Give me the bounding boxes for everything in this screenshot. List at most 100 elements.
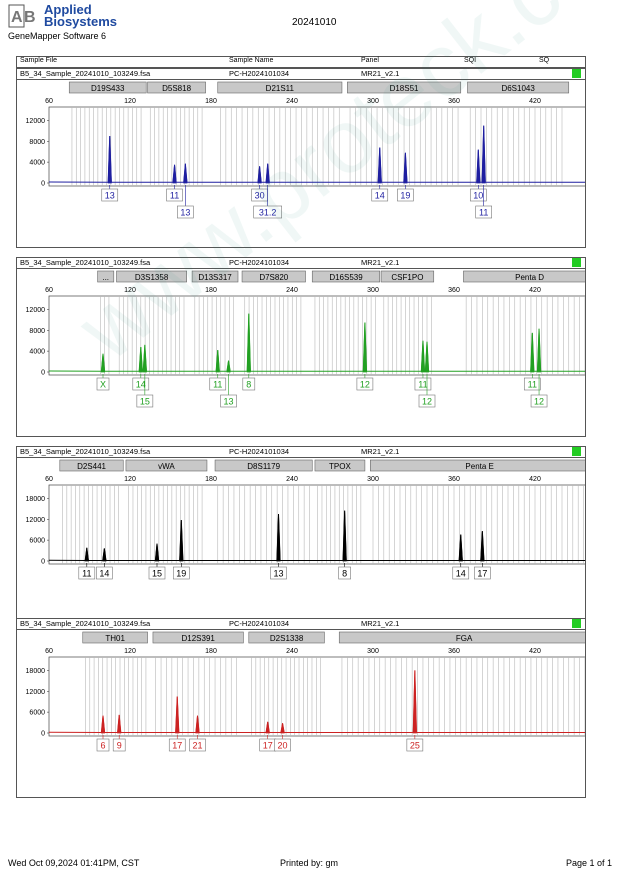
svg-text:13: 13	[224, 397, 234, 407]
panel-sample-name: PC-H2024101034	[229, 619, 290, 628]
panel-sample-file: B5_34_Sample_20241010_103249.fsa	[20, 69, 151, 78]
allele-call: 6	[96, 735, 110, 752]
panel-info-row: B5_34_Sample_20241010_103249.fsa PC-H2024…	[17, 619, 585, 630]
y-tick-label: 12000	[26, 118, 46, 125]
svg-text:D21S11: D21S11	[266, 84, 295, 93]
peak	[183, 163, 188, 184]
svg-text:17: 17	[477, 569, 487, 579]
allele-call: 13	[177, 185, 194, 219]
svg-text:B: B	[24, 9, 36, 26]
allele-call: 11	[523, 374, 541, 391]
allele-call: 11	[414, 374, 432, 391]
svg-text:20: 20	[278, 741, 288, 751]
svg-text:13: 13	[180, 208, 190, 218]
marker--: ...	[97, 270, 115, 283]
y-tick-label: 12000	[26, 517, 46, 524]
peak	[117, 714, 122, 734]
peak	[265, 721, 270, 734]
peak	[537, 328, 542, 373]
marker-penta-d: Penta D	[463, 270, 585, 283]
svg-text:D16S539: D16S539	[329, 273, 363, 282]
peak	[84, 547, 89, 562]
footer-page: Page 1 of 1	[566, 858, 613, 868]
sq-status-indicator	[572, 258, 581, 267]
svg-text:17: 17	[263, 741, 273, 751]
panel-panel-name: MR21_v2.1	[361, 69, 400, 78]
allele-call: 11	[209, 374, 227, 391]
marker-d2s1338: D2S1338	[248, 631, 325, 644]
peak	[107, 136, 112, 184]
peak	[102, 548, 107, 562]
col-sqi: SQI	[464, 57, 477, 64]
panel-sample-file: B5_34_Sample_20241010_103249.fsa	[20, 258, 151, 267]
svg-text:D13S317: D13S317	[198, 273, 232, 282]
y-tick-label: 6000	[29, 538, 45, 545]
panel-sample-file: B5_34_Sample_20241010_103249.fsa	[20, 447, 151, 456]
allele-call: 14	[452, 563, 470, 580]
svg-text:FGA: FGA	[456, 634, 473, 643]
allele-call: 17	[168, 735, 186, 752]
svg-text:25: 25	[410, 741, 420, 751]
allele-call: 17	[474, 563, 491, 580]
peak	[179, 519, 184, 562]
x-tick-label: 60	[45, 648, 53, 655]
marker-penta-e: Penta E	[369, 459, 585, 472]
x-tick-label: 300	[367, 287, 379, 294]
svg-text:11: 11	[213, 380, 222, 390]
peak	[265, 163, 270, 184]
peak	[138, 346, 143, 373]
sq-status-indicator	[572, 69, 581, 78]
svg-text:D3S1358: D3S1358	[135, 273, 169, 282]
marker-vwa: vWA	[125, 459, 208, 472]
svg-text:12: 12	[422, 397, 432, 407]
panel-info-row: B5_34_Sample_20241010_103249.fsa PC-H2024…	[17, 258, 585, 269]
svg-text:Penta D: Penta D	[515, 273, 544, 282]
svg-text:15: 15	[140, 397, 150, 407]
peak	[403, 152, 408, 184]
x-tick-label: 120	[124, 98, 136, 105]
x-tick-label: 60	[45, 476, 53, 483]
electropherogram-2: ... D3S1358 D13S317 D7S820 D16S539 CSF1PO Pent…	[26, 270, 585, 408]
allele-call: 11	[78, 563, 96, 580]
panel-4: B5_34_Sample_20241010_103249.fsa PC-H2024…	[16, 618, 586, 798]
allele-call: 11	[475, 185, 493, 219]
x-tick-label: 360	[448, 648, 460, 655]
run-date: 20241010	[292, 17, 337, 28]
allele-call: 15	[136, 374, 154, 408]
x-tick-label: 300	[367, 98, 379, 105]
y-tick-label: 4000	[29, 160, 45, 167]
allele-call: 13	[101, 185, 119, 202]
marker-d12s391: D12S391	[152, 631, 244, 644]
allele-call: 31.2	[253, 185, 282, 219]
svg-text:TH01: TH01	[105, 634, 125, 643]
panel-sample-name: PC-H2024101034	[229, 258, 290, 267]
peak	[246, 313, 251, 373]
allele-call: 20	[274, 735, 291, 752]
allele-call: 19	[397, 185, 414, 202]
panel-sample-name: PC-H2024101034	[229, 69, 290, 78]
marker-d13s317: D13S317	[191, 270, 239, 283]
x-tick-label: 420	[529, 287, 541, 294]
svg-text:14: 14	[456, 569, 466, 579]
marker-d21s11: D21S11	[217, 81, 343, 94]
x-tick-label: 60	[45, 287, 53, 294]
allele-call: 9	[112, 735, 126, 752]
svg-text:11: 11	[528, 380, 537, 390]
allele-call: 14	[371, 185, 389, 202]
marker-d19s433: D19S433	[68, 81, 147, 94]
peak	[142, 344, 147, 373]
col-sample-name: Sample Name	[229, 57, 274, 64]
allele-call: 11	[166, 185, 183, 202]
allele-call: 30	[251, 185, 268, 202]
svg-text:X: X	[100, 380, 106, 390]
svg-text:11: 11	[170, 191, 179, 201]
y-tick-label: 18000	[26, 496, 46, 503]
marker-d2s441: D2S441	[59, 459, 124, 472]
svg-text:17: 17	[172, 741, 182, 751]
x-tick-label: 180	[205, 287, 217, 294]
y-tick-label: 4000	[29, 349, 45, 356]
y-tick-label: 6000	[29, 710, 45, 717]
allele-call: 12	[356, 374, 374, 391]
marker-fga: FGA	[338, 631, 585, 644]
marker-d18s51: D18S51	[347, 81, 462, 94]
